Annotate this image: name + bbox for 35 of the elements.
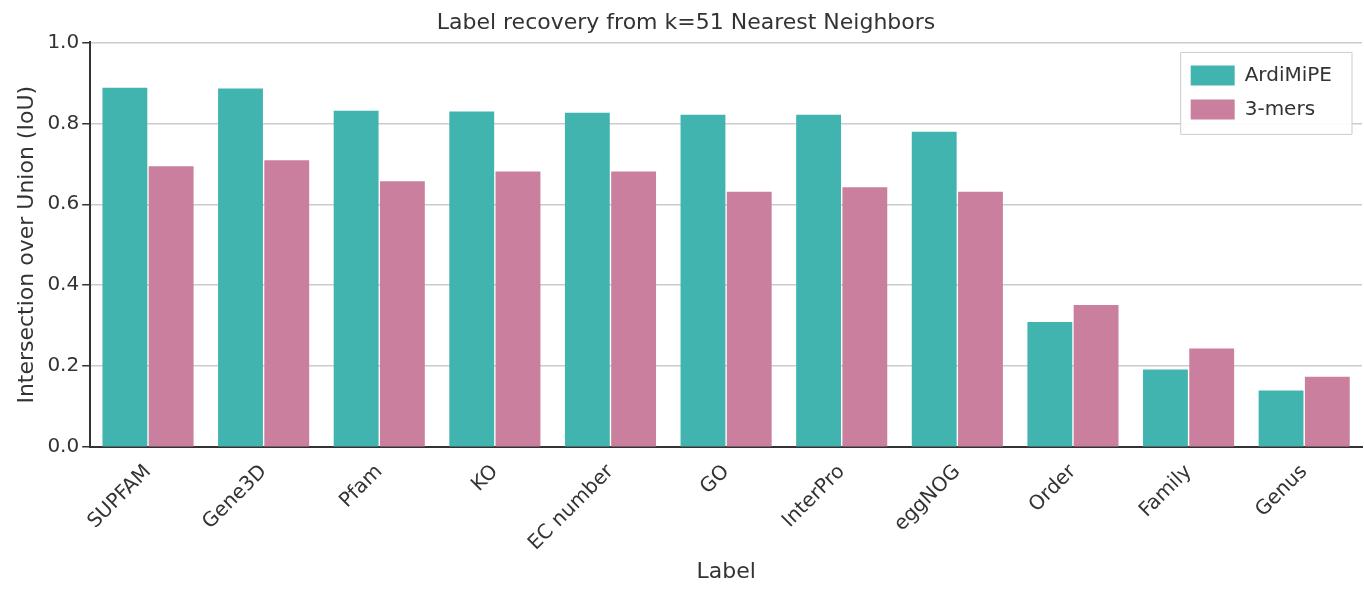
bar bbox=[726, 191, 772, 447]
bar bbox=[1027, 322, 1073, 447]
bar bbox=[911, 131, 957, 447]
y-axis-title: Intersection over Union (IoU) bbox=[12, 85, 38, 404]
bar bbox=[1258, 390, 1304, 447]
y-tick-label: 0.2 bbox=[47, 352, 80, 377]
y-tick-label: 1.0 bbox=[47, 28, 80, 53]
bar bbox=[564, 112, 610, 447]
bar bbox=[148, 166, 194, 447]
bar bbox=[495, 171, 541, 447]
bar bbox=[680, 114, 726, 447]
bar bbox=[1189, 348, 1235, 447]
legend-label: ArdiMiPE bbox=[1244, 61, 1333, 86]
y-tick-label: 0.4 bbox=[47, 271, 80, 296]
bar bbox=[796, 114, 842, 447]
bar bbox=[102, 87, 148, 447]
bar bbox=[1143, 369, 1188, 447]
bar bbox=[264, 160, 310, 447]
bar bbox=[958, 191, 1003, 447]
chart-title: Label recovery from k=51 Nearest Neighbors bbox=[436, 8, 936, 34]
bar bbox=[333, 110, 379, 447]
y-tick-label: 0.8 bbox=[47, 109, 80, 134]
x-axis-title: Label bbox=[696, 557, 756, 583]
x-tick-label: GO bbox=[694, 458, 734, 498]
y-tick-label: 0.6 bbox=[47, 190, 80, 215]
bar bbox=[218, 88, 263, 447]
bar bbox=[842, 187, 888, 447]
bar bbox=[379, 181, 425, 447]
bar bbox=[1073, 305, 1119, 447]
legend-label: 3-mers bbox=[1244, 95, 1316, 120]
x-tick-label: KO bbox=[465, 458, 503, 496]
y-tick-label: 0.0 bbox=[47, 433, 80, 458]
bar bbox=[449, 111, 495, 447]
bar bbox=[611, 171, 657, 447]
bar bbox=[1304, 376, 1350, 447]
